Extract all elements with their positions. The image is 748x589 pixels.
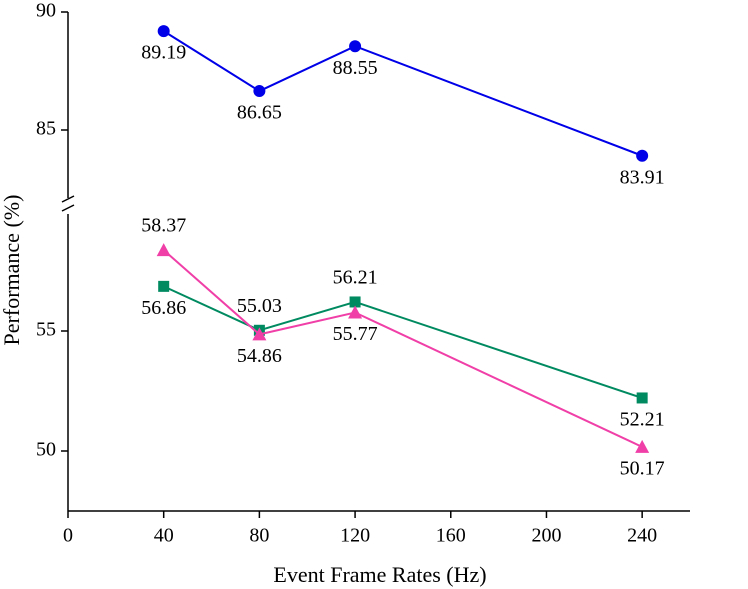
y-axis-title: Performance (%) xyxy=(0,195,24,346)
data-label: 55.77 xyxy=(333,323,378,345)
marker xyxy=(252,327,267,341)
y-tick-label: 85 xyxy=(36,118,56,140)
marker xyxy=(349,296,361,308)
marker xyxy=(156,243,171,257)
x-tick-label: 160 xyxy=(436,525,466,547)
x-tick-label: 80 xyxy=(249,525,269,547)
data-label: 89.19 xyxy=(141,42,186,64)
data-label: 56.86 xyxy=(141,297,186,319)
data-label: 54.86 xyxy=(237,345,282,367)
data-label: 88.55 xyxy=(333,57,378,79)
y-tick-label: 90 xyxy=(36,0,56,22)
marker xyxy=(348,305,363,319)
axis-break xyxy=(61,204,75,212)
line xyxy=(163,249,643,448)
x-axis-title: Event Frame Rates (Hz) xyxy=(273,562,486,587)
y-tick-label: 55 xyxy=(36,319,56,341)
x-tick-label: 40 xyxy=(154,525,174,547)
data-label: 50.17 xyxy=(620,458,665,480)
line xyxy=(163,30,643,157)
x-tick-label: 240 xyxy=(627,525,657,547)
marker xyxy=(349,40,362,53)
data-label: 55.03 xyxy=(237,295,282,317)
marker xyxy=(157,25,170,38)
x-tick-label: 200 xyxy=(531,525,561,547)
data-label: 56.21 xyxy=(333,267,378,289)
marker xyxy=(635,439,650,453)
marker xyxy=(158,280,170,292)
data-label: 52.21 xyxy=(620,409,665,431)
axis-break xyxy=(61,195,75,203)
x-tick-label: 0 xyxy=(63,525,73,547)
data-label: 58.37 xyxy=(141,215,186,237)
marker xyxy=(636,392,648,404)
data-label: 83.91 xyxy=(620,166,665,188)
y-tick-label: 50 xyxy=(36,439,56,461)
x-tick-label: 120 xyxy=(340,525,370,547)
marker xyxy=(636,149,649,162)
line xyxy=(163,285,643,399)
data-label: 86.65 xyxy=(237,102,282,124)
marker xyxy=(253,85,266,98)
